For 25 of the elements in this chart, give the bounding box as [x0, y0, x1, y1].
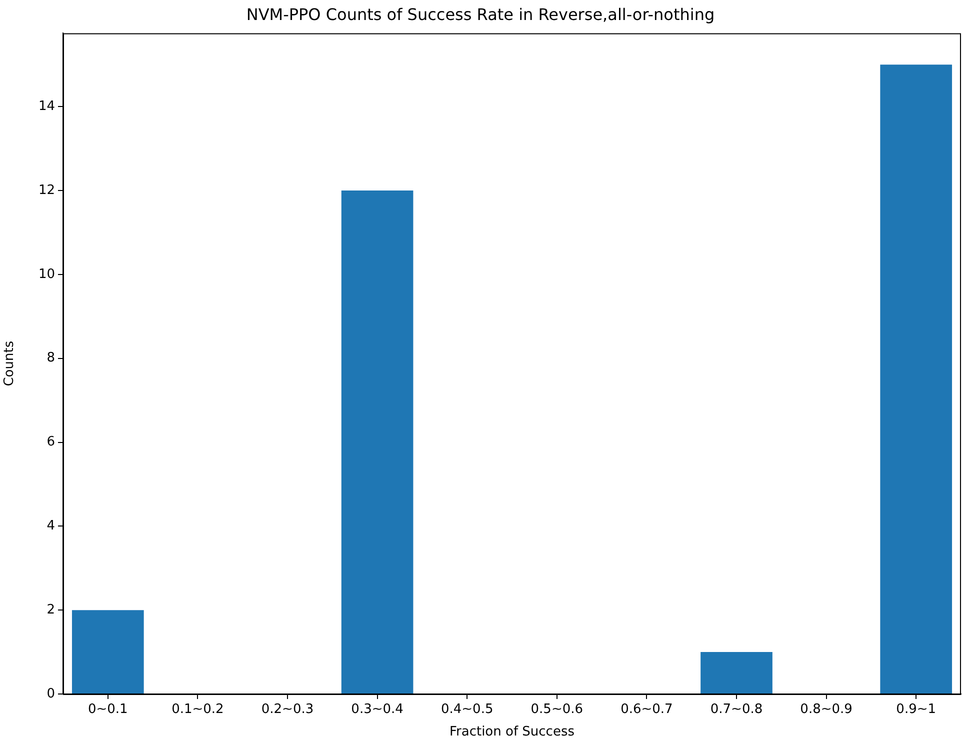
x-tick-label: 0.3~0.4 — [351, 702, 404, 718]
x-tick-label: 0.4~0.5 — [440, 702, 494, 718]
y-axis-title: Counts — [2, 340, 18, 386]
x-tick-label: 0.6~0.7 — [620, 702, 673, 718]
x-tick-label: 0.8~0.9 — [800, 702, 852, 718]
y-tick-label: 12 — [38, 182, 55, 198]
y-tick-label: 0 — [46, 686, 55, 702]
x-tick-label: 0~0.1 — [88, 702, 128, 718]
bar — [880, 64, 952, 694]
x-tick-label: 0.7~0.8 — [710, 702, 763, 718]
x-axis-title: Fraction of Success — [449, 724, 575, 740]
bar — [700, 652, 772, 694]
x-tick-label: 0.9~1 — [896, 702, 936, 718]
x-tick-label: 0.2~0.3 — [261, 702, 314, 718]
bar — [72, 610, 144, 694]
y-tick-label: 4 — [46, 518, 55, 534]
y-tick-label: 8 — [46, 350, 55, 366]
y-tick-label: 14 — [38, 98, 55, 114]
x-tick-label: 0.5~0.6 — [530, 702, 584, 718]
y-tick-label: 2 — [46, 602, 55, 618]
bar — [341, 190, 414, 694]
x-tick-label: 0.1~0.2 — [172, 702, 224, 718]
chart-title: NVM-PPO Counts of Success Rate in Reverse,all-or-nothing — [246, 4, 715, 24]
y-tick-label: 6 — [46, 434, 55, 450]
y-tick-label: 10 — [38, 266, 55, 282]
